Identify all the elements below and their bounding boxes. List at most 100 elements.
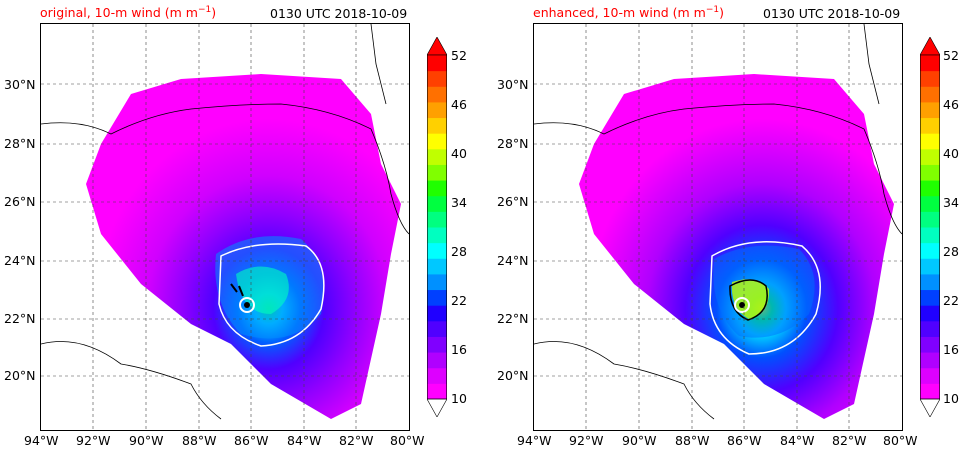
right-colorbar bbox=[919, 36, 941, 421]
colorbar-segment bbox=[920, 258, 940, 275]
lon-label: 80°W bbox=[390, 433, 425, 448]
colorbar-tick: 34 bbox=[451, 195, 467, 210]
right-map-svg bbox=[534, 24, 902, 430]
colorbar-segment bbox=[920, 273, 940, 291]
colorbar-segment bbox=[920, 117, 940, 134]
colorbar-segment bbox=[427, 383, 447, 400]
right-panel-time: 0130 UTC 2018-10-09 bbox=[763, 6, 901, 21]
grid bbox=[534, 24, 902, 430]
lon-label: 94°W bbox=[24, 433, 59, 448]
colorbar-segment bbox=[427, 211, 447, 228]
colorbar-segment bbox=[427, 258, 447, 275]
lat-label: 28°N bbox=[497, 136, 529, 151]
colorbar-segment bbox=[920, 305, 940, 322]
colorbar-segment bbox=[920, 70, 940, 87]
colorbar-segment bbox=[427, 55, 447, 72]
colorbar-segment bbox=[427, 367, 447, 384]
lon-label: 82°W bbox=[832, 433, 867, 448]
contour-line bbox=[218, 243, 325, 347]
colorbar-segment bbox=[920, 101, 940, 119]
colorbar-segment bbox=[920, 383, 940, 400]
colorbar-max-arrow bbox=[919, 36, 941, 56]
lat-label: 22°N bbox=[4, 311, 36, 326]
colorbar-tick: 10 bbox=[451, 391, 467, 406]
colorbar-segment bbox=[427, 352, 447, 369]
left-panel-title: original, 10-m wind (m m−1) bbox=[40, 5, 217, 21]
colorbar-frame bbox=[920, 54, 940, 400]
colorbar-segment bbox=[427, 195, 447, 212]
lat-label: 30°N bbox=[497, 77, 529, 92]
colorbar-tick: 16 bbox=[943, 342, 959, 357]
colorbar-tick: 22 bbox=[451, 293, 467, 308]
coastline bbox=[534, 103, 902, 235]
colorbar-segment bbox=[920, 336, 940, 353]
lon-label: 84°W bbox=[287, 433, 322, 448]
colorbar-segment bbox=[920, 242, 940, 259]
wind-field bbox=[579, 74, 894, 419]
colorbar-segment bbox=[920, 211, 940, 228]
colorbar-tick: 46 bbox=[451, 97, 467, 112]
colorbar-segment bbox=[920, 180, 940, 197]
right-panel-title: enhanced, 10-m wind (m m−1) bbox=[533, 5, 725, 21]
colorbar-segment bbox=[920, 86, 940, 103]
colorbar-tick: 46 bbox=[943, 97, 959, 112]
lat-label: 20°N bbox=[497, 368, 529, 383]
colorbar-max-arrow bbox=[426, 36, 448, 56]
colorbar-segment bbox=[920, 195, 940, 212]
lon-label: 88°W bbox=[675, 433, 710, 448]
colorbar-tick: 16 bbox=[451, 342, 467, 357]
colorbar-segment bbox=[920, 367, 940, 384]
lat-label: 20°N bbox=[4, 368, 36, 383]
left-colorbar bbox=[426, 36, 448, 421]
colorbar-segment bbox=[427, 101, 447, 119]
colorbar-segment bbox=[427, 148, 447, 165]
colorbar-segment bbox=[920, 148, 940, 165]
left-panel-time: 0130 UTC 2018-10-09 bbox=[270, 6, 408, 21]
right-wind-map bbox=[533, 23, 903, 431]
colorbar-segment bbox=[427, 289, 447, 306]
colorbar-segment bbox=[427, 180, 447, 197]
colorbar-min-arrow bbox=[919, 398, 941, 418]
lon-label: 82°W bbox=[339, 433, 374, 448]
colorbar-tick: 10 bbox=[943, 391, 959, 406]
lat-label: 24°N bbox=[4, 253, 36, 268]
colorbar-segment bbox=[427, 70, 447, 87]
lon-label: 90°W bbox=[129, 433, 164, 448]
colorbar-segment bbox=[427, 117, 447, 134]
left-wind-map bbox=[40, 23, 410, 431]
colorbar-tick: 40 bbox=[943, 146, 959, 161]
lon-label: 86°W bbox=[727, 433, 762, 448]
lat-label: 26°N bbox=[4, 194, 36, 209]
lat-label: 24°N bbox=[497, 253, 529, 268]
colorbar-tick: 52 bbox=[451, 48, 467, 63]
colorbar-segment bbox=[427, 164, 447, 181]
lon-label: 88°W bbox=[182, 433, 217, 448]
lat-label: 22°N bbox=[497, 311, 529, 326]
lon-label: 80°W bbox=[883, 433, 918, 448]
lon-label: 90°W bbox=[622, 433, 657, 448]
lon-label: 86°W bbox=[234, 433, 269, 448]
grid bbox=[41, 24, 409, 430]
colorbar-segment bbox=[427, 86, 447, 103]
colorbar-segment bbox=[427, 242, 447, 259]
lon-label: 84°W bbox=[780, 433, 815, 448]
contour-line bbox=[709, 241, 821, 355]
colorbar-segment bbox=[920, 227, 940, 244]
colorbar-tick: 52 bbox=[943, 48, 959, 63]
lon-label: 92°W bbox=[76, 433, 111, 448]
colorbar-segment bbox=[427, 227, 447, 244]
colorbar-segment bbox=[920, 164, 940, 181]
colorbar-segment bbox=[427, 320, 447, 337]
colorbar-frame bbox=[427, 54, 447, 400]
colorbar-segment bbox=[920, 352, 940, 369]
colorbar-segment bbox=[920, 320, 940, 337]
colorbar-tick: 34 bbox=[943, 195, 959, 210]
colorbar-segment bbox=[920, 289, 940, 306]
lat-label: 26°N bbox=[497, 194, 529, 209]
colorbar-segment bbox=[427, 133, 447, 150]
coastline bbox=[41, 103, 409, 235]
lat-label: 28°N bbox=[4, 136, 36, 151]
colorbar-min-arrow bbox=[426, 398, 448, 418]
left-map-svg bbox=[41, 24, 409, 430]
colorbar-tick: 22 bbox=[943, 293, 959, 308]
